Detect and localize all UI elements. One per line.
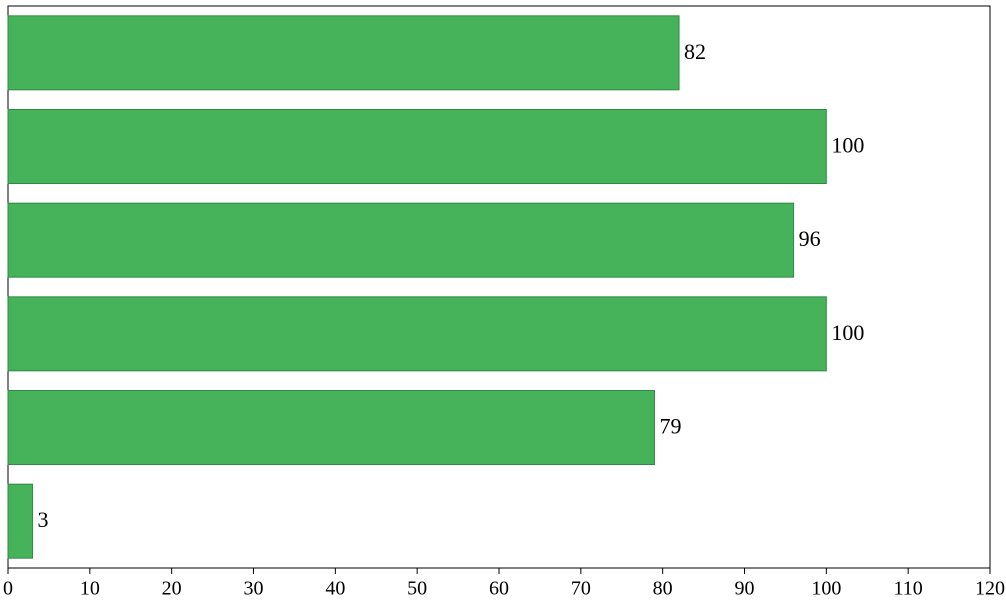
bar [7, 15, 680, 91]
x-tick-label: 50 [407, 578, 427, 600]
value-label: 3 [38, 507, 49, 532]
x-tick-label: 120 [975, 578, 1005, 600]
value-label: 79 [659, 414, 681, 439]
x-tick-label: 40 [325, 578, 345, 600]
value-label: 100 [831, 133, 864, 158]
x-tick-label: 110 [894, 578, 923, 600]
bar [7, 109, 827, 184]
x-tick-label: 90 [735, 578, 755, 600]
x-tick-label: 70 [571, 578, 591, 600]
x-tick-label: 30 [244, 578, 264, 600]
x-tick-label: 20 [162, 578, 182, 600]
value-label: 96 [799, 226, 821, 251]
x-tick-label: 60 [489, 578, 509, 600]
x-tick-label: 0 [3, 578, 13, 600]
value-label: 82 [684, 39, 706, 64]
x-tick-label: 80 [653, 578, 673, 600]
value-label: 100 [831, 320, 864, 345]
bar [7, 390, 655, 465]
bar [7, 202, 795, 278]
x-tick-label: 10 [80, 578, 100, 600]
x-tick-label: 100 [811, 578, 841, 600]
bar [7, 483, 34, 559]
bar [7, 296, 827, 372]
